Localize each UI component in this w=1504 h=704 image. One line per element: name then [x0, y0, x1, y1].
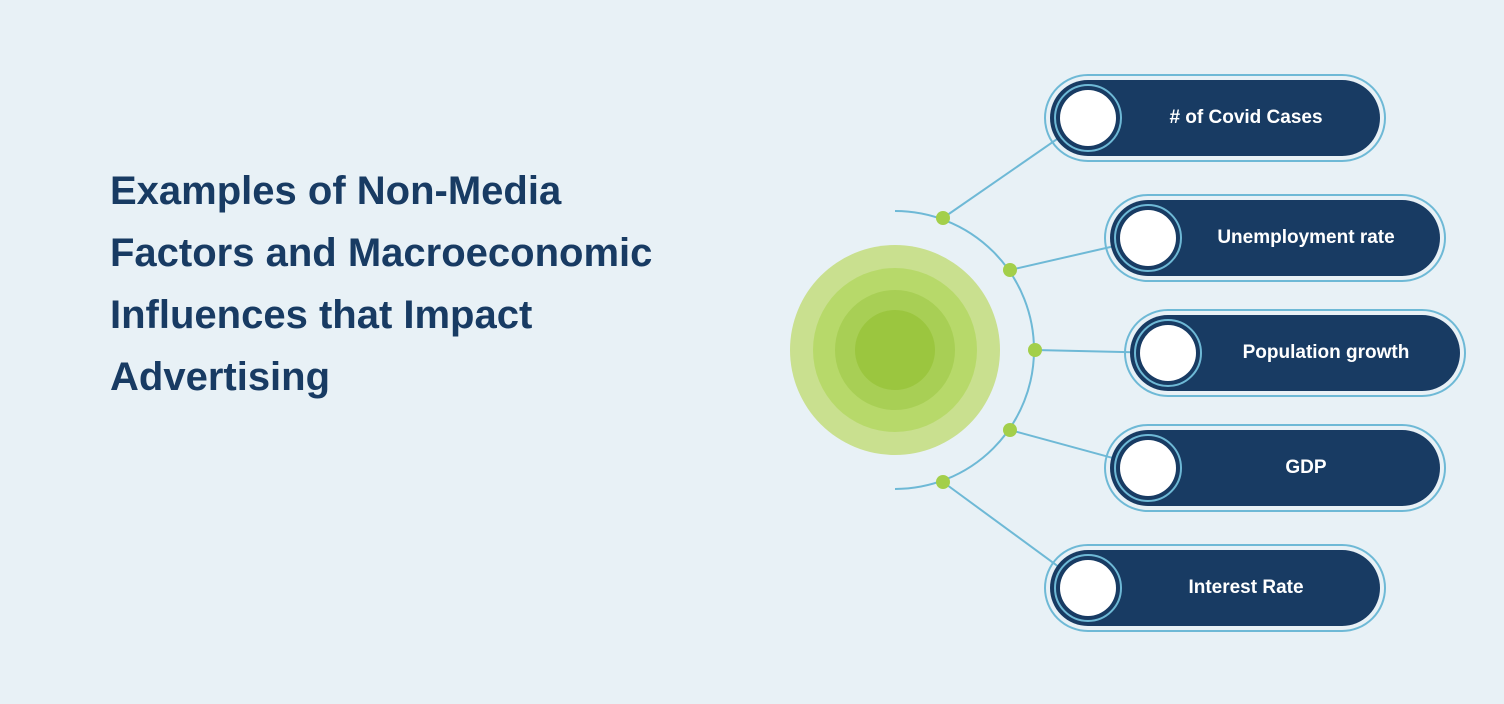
branch-dot: [936, 211, 950, 225]
pill-bullet: [1120, 210, 1176, 266]
factor-item: Interest Rate: [1050, 550, 1380, 626]
factor-item: # of Covid Cases: [1050, 80, 1380, 156]
pill-bullet: [1060, 560, 1116, 616]
branch-dot: [1003, 263, 1017, 277]
branch-dot: [1028, 343, 1042, 357]
factor-label: GDP: [1192, 430, 1420, 506]
page-title: Examples of Non-Media Factors and Macroe…: [110, 160, 670, 408]
factor-item: Population growth: [1130, 315, 1460, 391]
radial-diagram: # of Covid Cases Unemployment rate Populat…: [760, 50, 1460, 670]
factor-label: Interest Rate: [1132, 550, 1360, 626]
factor-item: Unemployment rate: [1110, 200, 1440, 276]
pill-bullet: [1120, 440, 1176, 496]
factor-label: Population growth: [1212, 315, 1440, 391]
hub-circle: [855, 310, 935, 390]
branch-dot: [936, 475, 950, 489]
factor-label: Unemployment rate: [1192, 200, 1420, 276]
factor-label: # of Covid Cases: [1132, 80, 1360, 156]
pill-bullet: [1060, 90, 1116, 146]
pill-bullet: [1140, 325, 1196, 381]
factor-item: GDP: [1110, 430, 1440, 506]
branch-dot: [1003, 423, 1017, 437]
